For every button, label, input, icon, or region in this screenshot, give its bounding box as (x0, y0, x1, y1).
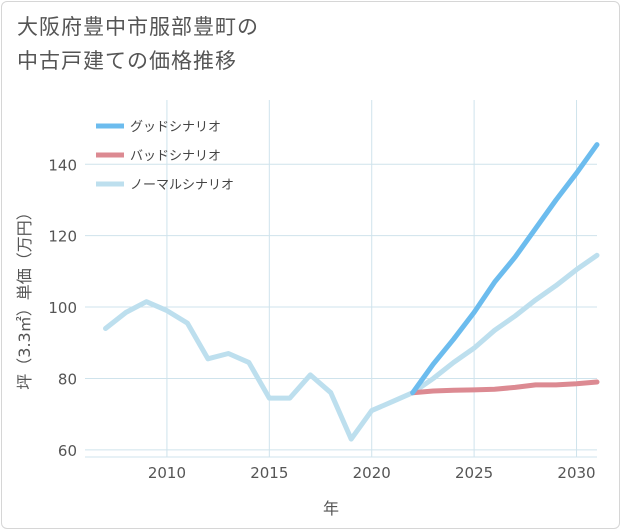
series-line-bad (410, 379, 600, 396)
y-axis-title: 坪（3.3㎡）単価（万円） (15, 204, 34, 389)
chart-title-line-2: 中古戸建ての価格推移 (17, 49, 237, 73)
grid-lines (85, 100, 597, 458)
chart-title: 大阪府豊中市服部豊町の 中古戸建ての価格推移 (17, 10, 259, 78)
y-tick-label: 120 (48, 228, 77, 246)
x-tick-label: 2020 (353, 464, 391, 482)
y-tick-label: 60 (58, 442, 77, 460)
y-tick-label: 140 (48, 156, 77, 174)
series-lines (103, 142, 600, 442)
x-tick-label: 2030 (557, 464, 595, 482)
x-tick-label: 2010 (148, 464, 186, 482)
legend-label-good: グッドシナリオ (130, 120, 221, 135)
y-tick-label: 80 (58, 370, 77, 388)
y-tick-label: 100 (48, 299, 77, 317)
series-line-good (410, 142, 600, 396)
chart-title-line-1: 大阪府豊中市服部豊町の (17, 15, 259, 39)
x-tick-label: 2025 (455, 464, 493, 482)
legend-label-bad: バッドシナリオ (130, 149, 221, 164)
axis-ticks: 2010 2015 2020 2025 2030 60 80 100 120 140 (48, 156, 595, 482)
x-tick-label: 2015 (250, 464, 288, 482)
legend-label-normal: ノーマルシナリオ (130, 178, 234, 193)
series-line-normal (103, 252, 600, 442)
x-axis-title: 年 (323, 499, 339, 518)
